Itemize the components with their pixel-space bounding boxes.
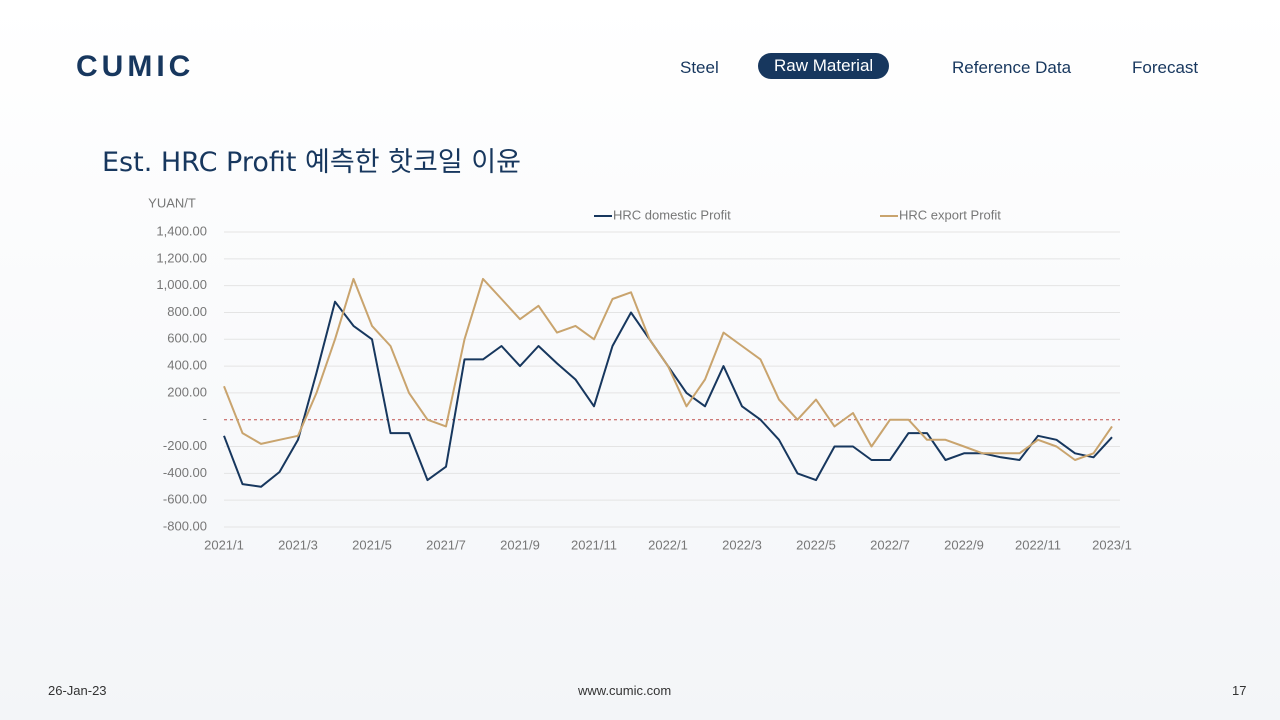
y-tick-label: 400.00: [167, 358, 207, 373]
x-tick-label: 2022/3: [722, 537, 762, 552]
nav-item[interactable]: Forecast: [1132, 58, 1199, 77]
x-tick-label: 2022/1: [648, 537, 688, 552]
x-tick-label: 2022/5: [796, 537, 836, 552]
footer-url: www.cumic.com: [578, 683, 672, 698]
nav-item[interactable]: Reference Data: [952, 58, 1072, 77]
series-line: [223, 277, 1113, 461]
x-tick-label: 2022/11: [1015, 537, 1061, 552]
legend-label: HRC export Profit: [899, 207, 1001, 222]
y-tick-label: 600.00: [167, 331, 207, 346]
y-tick-label: 1,000.00: [156, 277, 207, 292]
y-tick-label: -600.00: [163, 492, 207, 507]
y-tick-label: 1,400.00: [156, 223, 207, 238]
logo: CUMIC: [76, 50, 195, 83]
x-tick-label: 2021/7: [426, 537, 466, 552]
footer-date: 26-Jan-23: [48, 683, 107, 698]
series-line: [223, 300, 1113, 488]
y-tick-label: -400.00: [163, 465, 207, 480]
x-tick-label: 2021/11: [571, 537, 617, 552]
page-number: 17: [1232, 683, 1247, 698]
x-tick-label: 2021/3: [278, 537, 318, 552]
y-tick-label: 800.00: [167, 304, 207, 319]
x-tick-label: 2022/7: [870, 537, 910, 552]
x-tick-label: 2021/1: [204, 537, 244, 552]
y-tick-label: 1,200.00: [156, 250, 207, 265]
y-tick-label: -: [203, 411, 207, 426]
y-tick-label: 200.00: [167, 384, 207, 399]
nav-item[interactable]: Steel: [680, 58, 719, 77]
legend-label: HRC domestic Profit: [613, 207, 731, 222]
x-tick-label: 2022/9: [944, 537, 984, 552]
nav-item-active[interactable]: Raw Material: [758, 53, 890, 79]
y-axis-label: YUAN/T: [148, 195, 196, 210]
x-tick-label: 2021/5: [352, 537, 392, 552]
x-tick-label: 2021/9: [500, 537, 540, 552]
y-tick-label: -200.00: [163, 438, 207, 453]
x-tick-label: 2023/1: [1092, 537, 1132, 552]
slide-title: Est. HRC Profit 예측한 핫코일 이윤: [102, 147, 521, 178]
y-tick-label: -800.00: [163, 518, 207, 533]
